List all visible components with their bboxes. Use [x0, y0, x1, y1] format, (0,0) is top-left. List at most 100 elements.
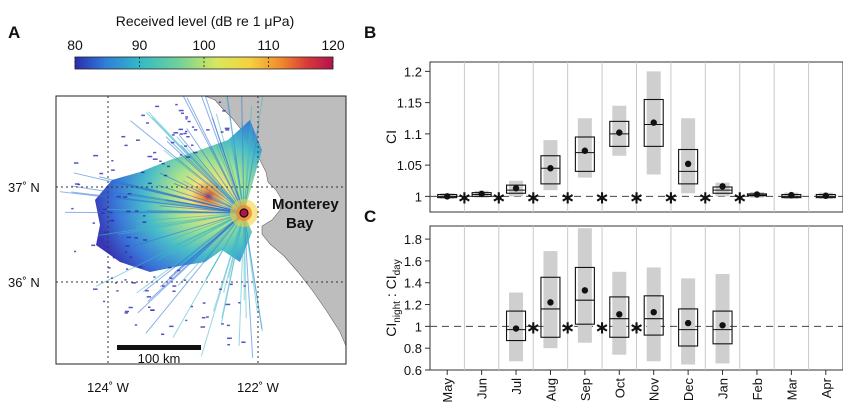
- sound-speckle: [116, 290, 118, 292]
- sound-speckle: [127, 237, 131, 239]
- sound-speckle: [121, 136, 125, 138]
- range-bar: [578, 228, 592, 343]
- sound-speckle: [219, 102, 221, 104]
- mean-point: [582, 148, 588, 154]
- lat-label-37: 37˚ N: [8, 180, 40, 195]
- sound-speckle: [109, 212, 112, 214]
- sound-speckle: [117, 196, 121, 198]
- sound-speckle: [124, 145, 127, 147]
- mean-point: [719, 183, 725, 189]
- sound-speckle: [193, 152, 197, 154]
- colorbar-tick-label: 80: [67, 37, 83, 53]
- sound-speckle: [93, 222, 95, 224]
- sound-speckle: [129, 256, 132, 258]
- y-tick-label: 0.8: [404, 341, 422, 356]
- sound-speckle: [227, 338, 232, 340]
- sound-speckle: [179, 129, 183, 131]
- sound-speckle: [143, 215, 145, 217]
- sound-speckle: [202, 317, 206, 319]
- sound-speckle: [185, 131, 187, 133]
- sound-speckle: [134, 237, 138, 239]
- sound-speckle: [74, 162, 78, 164]
- sound-speckle: [169, 277, 172, 279]
- mean-point: [478, 191, 484, 197]
- significance-star: ∗: [663, 187, 678, 207]
- significance-star: ∗: [629, 317, 644, 337]
- sound-speckle: [194, 129, 197, 131]
- sound-speckle: [185, 116, 188, 118]
- sound-speckle: [172, 285, 176, 287]
- sound-speckle: [135, 210, 138, 212]
- sound-speckle: [145, 290, 149, 292]
- sound-speckle: [188, 121, 191, 123]
- sound-speckle: [186, 156, 191, 158]
- sound-speckle: [103, 301, 105, 303]
- sound-speckle: [93, 288, 98, 290]
- sound-speckle: [93, 155, 98, 157]
- colorbar-tick-label: 90: [132, 37, 148, 53]
- sound-speckle: [126, 211, 130, 213]
- mean-point: [444, 193, 450, 199]
- sound-speckle: [185, 320, 187, 322]
- sound-speckle: [226, 304, 231, 306]
- y-axis-label: CI: [383, 130, 399, 144]
- sound-speckle: [125, 311, 129, 313]
- x-tick-label: Jul: [509, 378, 524, 395]
- chart-c: 0.60.811.21.41.61.8∗∗∗∗CInight : CIdayMa…: [383, 226, 843, 403]
- sound-speckle: [111, 277, 113, 279]
- sound-speckle: [129, 307, 133, 309]
- sound-speckle: [181, 113, 184, 115]
- sound-speckle: [153, 158, 158, 160]
- sound-speckle: [147, 156, 152, 158]
- significance-star: ∗: [698, 187, 713, 207]
- sound-speckle: [238, 302, 240, 304]
- x-tick-label: Feb: [750, 378, 765, 400]
- place-label-monterey: Monterey: [272, 196, 339, 213]
- significance-star: ∗: [560, 187, 575, 207]
- y-tick-label: 1: [415, 189, 422, 204]
- sound-speckle: [192, 126, 194, 128]
- sound-speckle: [168, 267, 171, 269]
- sound-speckle: [184, 279, 186, 281]
- sound-speckle: [161, 334, 164, 336]
- mean-point: [513, 325, 519, 331]
- sound-speckle: [141, 172, 145, 174]
- y-tick-label: 1.15: [397, 96, 422, 111]
- y-tick-label: 1.1: [404, 127, 422, 142]
- place-label-bay: Bay: [286, 215, 314, 232]
- sound-speckle: [71, 208, 73, 210]
- mean-point: [651, 309, 657, 315]
- sound-speckle: [109, 220, 113, 222]
- sound-speckle: [155, 106, 159, 108]
- sound-speckle: [136, 139, 140, 141]
- sound-speckle: [184, 145, 187, 147]
- colorbar-tick-label: 120: [321, 37, 345, 53]
- sound-speckle: [147, 296, 151, 298]
- sound-speckle: [179, 110, 184, 112]
- mean-point: [685, 320, 691, 326]
- sound-speckle: [172, 291, 175, 293]
- y-tick-label: 1.8: [404, 232, 422, 247]
- range-bar: [681, 118, 695, 193]
- y-tick-label: 0.6: [404, 363, 422, 378]
- map: 37˚ N 36˚ N 124˚ W 122˚ W Monterey Bay 1…: [8, 67, 346, 395]
- sound-speckle: [241, 341, 245, 343]
- lat-label-36: 36˚ N: [8, 275, 40, 290]
- significance-star: ∗: [560, 317, 575, 337]
- y-tick-label: 1.6: [404, 254, 422, 269]
- colorbar-title: Received level (dB re 1 μPa): [116, 13, 294, 29]
- x-tick-label: Sep: [578, 378, 593, 401]
- sound-speckle: [159, 161, 161, 163]
- sound-speckle: [123, 196, 127, 198]
- x-tick-label: Jan: [716, 378, 731, 399]
- sound-speckle: [141, 115, 145, 117]
- scale-label: 100 km: [138, 351, 181, 366]
- sound-speckle: [180, 154, 182, 156]
- chart-b: 11.051.11.151.2∗∗∗∗∗∗∗∗∗CI: [383, 62, 843, 212]
- y-tick-label: 1: [415, 319, 422, 334]
- lon-label-122: 122˚ W: [237, 380, 280, 395]
- sound-speckle: [169, 326, 173, 328]
- x-tick-label: Nov: [647, 378, 662, 402]
- mean-point: [685, 161, 691, 167]
- sound-speckle: [213, 78, 217, 80]
